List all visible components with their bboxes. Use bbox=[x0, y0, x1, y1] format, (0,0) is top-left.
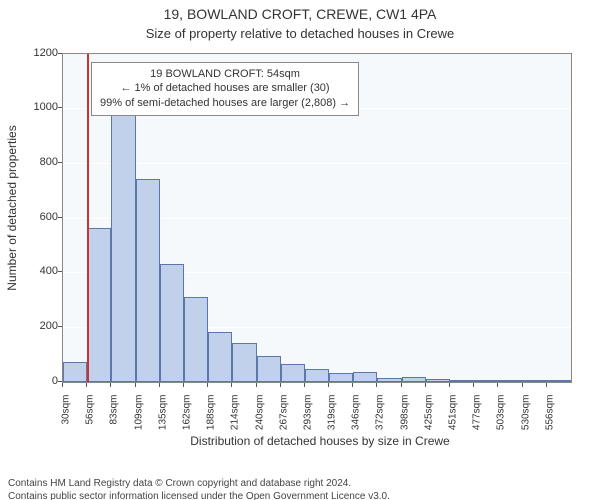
x-tick-label: 56sqm bbox=[85, 394, 96, 454]
x-tick-label: 530sqm bbox=[520, 394, 531, 454]
x-tick-mark bbox=[304, 383, 305, 387]
footer-line-1: Contains HM Land Registry data © Crown c… bbox=[8, 477, 600, 490]
gridline bbox=[63, 163, 571, 164]
x-tick-label: 293sqm bbox=[302, 394, 313, 454]
y-tick-mark bbox=[58, 271, 62, 272]
chart-container: 19 BOWLAND CROFT: 54sqm ← 1% of detached… bbox=[0, 41, 600, 441]
x-tick-label: 135sqm bbox=[157, 394, 168, 454]
x-tick-label: 109sqm bbox=[133, 394, 144, 454]
histogram-bar bbox=[353, 372, 377, 382]
x-tick-label: 451sqm bbox=[448, 394, 459, 454]
histogram-bar bbox=[329, 373, 353, 381]
histogram-bar bbox=[377, 378, 401, 381]
histogram-bar bbox=[232, 343, 256, 381]
footer: Contains HM Land Registry data © Crown c… bbox=[8, 477, 600, 500]
x-tick-label: 398sqm bbox=[399, 394, 410, 454]
annotation-line-2: ← 1% of detached houses are smaller (30) bbox=[100, 81, 350, 96]
x-tick-mark bbox=[86, 383, 87, 387]
x-tick-label: 30sqm bbox=[61, 394, 72, 454]
histogram-bar bbox=[160, 264, 184, 382]
y-tick-label: 1000 bbox=[10, 101, 58, 113]
x-tick-label: 319sqm bbox=[327, 394, 338, 454]
histogram-bar bbox=[208, 332, 232, 381]
histogram-bar bbox=[305, 369, 329, 381]
histogram-bar bbox=[87, 228, 111, 381]
x-tick-mark bbox=[110, 383, 111, 387]
page-title: 19, BOWLAND CROFT, CREWE, CW1 4PA bbox=[0, 6, 600, 24]
x-tick-label: 477sqm bbox=[472, 394, 483, 454]
x-tick-mark bbox=[256, 383, 257, 387]
y-tick-mark bbox=[58, 381, 62, 382]
histogram-bar bbox=[136, 179, 160, 381]
y-tick-mark bbox=[58, 107, 62, 108]
x-tick-label: 83sqm bbox=[109, 394, 120, 454]
x-tick-mark bbox=[135, 383, 136, 387]
histogram-bar bbox=[498, 380, 522, 382]
x-tick-mark bbox=[546, 383, 547, 387]
annotation-line-3: 99% of semi-detached houses are larger (… bbox=[100, 96, 350, 111]
x-tick-mark bbox=[280, 383, 281, 387]
histogram-bar bbox=[257, 356, 281, 382]
page-subtitle: Size of property relative to detached ho… bbox=[0, 26, 600, 41]
footer-line-2: Contains public sector information licen… bbox=[8, 490, 600, 500]
y-tick-label: 800 bbox=[10, 156, 58, 168]
annotation-box: 19 BOWLAND CROFT: 54sqm ← 1% of detached… bbox=[91, 62, 359, 117]
x-tick-label: 214sqm bbox=[230, 394, 241, 454]
histogram-bar bbox=[523, 380, 547, 382]
x-tick-mark bbox=[207, 383, 208, 387]
x-tick-label: 267sqm bbox=[278, 394, 289, 454]
y-tick-label: 200 bbox=[10, 320, 58, 332]
histogram-bar bbox=[63, 362, 87, 381]
y-tick-label: 1200 bbox=[10, 47, 58, 59]
x-tick-mark bbox=[401, 383, 402, 387]
y-tick-label: 0 bbox=[10, 375, 58, 387]
x-tick-mark bbox=[231, 383, 232, 387]
x-tick-mark bbox=[497, 383, 498, 387]
histogram-bar bbox=[426, 379, 450, 381]
x-tick-label: 162sqm bbox=[181, 394, 192, 454]
y-tick-mark bbox=[58, 53, 62, 54]
x-tick-mark bbox=[449, 383, 450, 387]
x-tick-mark bbox=[328, 383, 329, 387]
y-tick-mark bbox=[58, 162, 62, 163]
x-tick-mark bbox=[376, 383, 377, 387]
histogram-bar bbox=[474, 380, 498, 382]
x-tick-mark bbox=[522, 383, 523, 387]
y-tick-label: 400 bbox=[10, 265, 58, 277]
histogram-bar bbox=[450, 380, 474, 382]
histogram-bar bbox=[111, 104, 135, 381]
x-tick-label: 372sqm bbox=[375, 394, 386, 454]
y-tick-mark bbox=[58, 326, 62, 327]
x-tick-mark bbox=[183, 383, 184, 387]
plot-area: 19 BOWLAND CROFT: 54sqm ← 1% of detached… bbox=[62, 53, 572, 383]
x-tick-mark bbox=[62, 383, 63, 387]
x-tick-label: 503sqm bbox=[496, 394, 507, 454]
x-tick-label: 240sqm bbox=[254, 394, 265, 454]
x-tick-mark bbox=[352, 383, 353, 387]
y-tick-label: 600 bbox=[10, 211, 58, 223]
x-tick-label: 188sqm bbox=[206, 394, 217, 454]
x-tick-label: 556sqm bbox=[544, 394, 555, 454]
x-tick-label: 346sqm bbox=[351, 394, 362, 454]
histogram-bar bbox=[402, 377, 426, 381]
histogram-bar bbox=[184, 297, 208, 382]
histogram-bar bbox=[547, 380, 571, 382]
y-tick-mark bbox=[58, 217, 62, 218]
x-tick-mark bbox=[159, 383, 160, 387]
x-tick-mark bbox=[425, 383, 426, 387]
annotation-line-1: 19 BOWLAND CROFT: 54sqm bbox=[100, 67, 350, 82]
y-axis-label: Number of detached properties bbox=[5, 78, 19, 338]
x-tick-mark bbox=[473, 383, 474, 387]
x-tick-label: 425sqm bbox=[423, 394, 434, 454]
marker-line bbox=[87, 54, 89, 382]
histogram-bar bbox=[281, 364, 305, 382]
